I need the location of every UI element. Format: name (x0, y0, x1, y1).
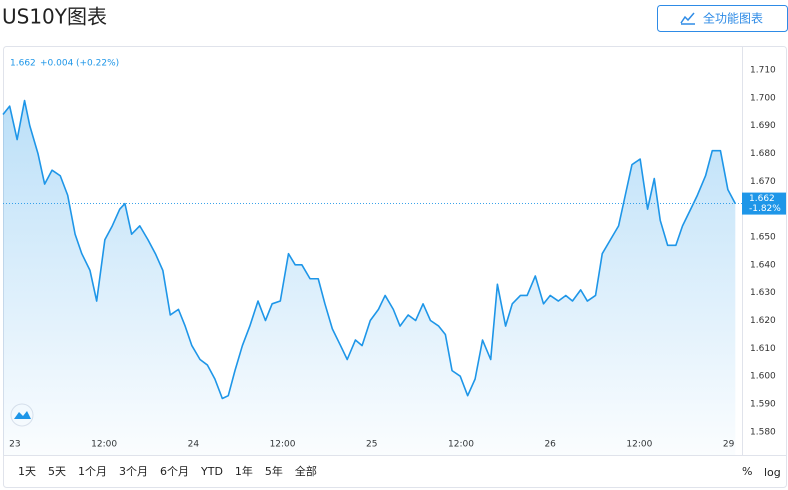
y-tick-label: 1.620 (750, 316, 776, 326)
range-button[interactable]: 1个月 (78, 465, 107, 478)
quote-last: 1.662 (10, 59, 36, 69)
range-button[interactable]: 5天 (48, 465, 66, 478)
range-button[interactable]: 1天 (18, 465, 36, 478)
y-tick-label: 1.670 (750, 177, 776, 187)
quote-change: +0.004 (40, 59, 74, 69)
line (2, 99, 737, 400)
y-tick-label: 1.610 (750, 344, 776, 354)
price-tag (742, 192, 786, 215)
title: US10Y图表 (2, 5, 107, 29)
range-button[interactable]: 5年 (265, 464, 283, 478)
quote-change-percent: (+0.22%) (76, 59, 119, 69)
y-tick-label: 1.710 (750, 65, 776, 75)
button-icon[interactable] (680, 12, 695, 25)
price-tag-change: -1.82% (749, 204, 781, 214)
y-tick-label: 1.630 (750, 288, 776, 298)
price-tag-value: 1.662 (749, 194, 775, 204)
range-button[interactable]: 全部 (295, 464, 317, 478)
area (3, 100, 736, 455)
range-button[interactable]: 6个月 (160, 465, 189, 478)
full-chart-button[interactable]: 全功能图表 (657, 5, 788, 32)
range-button[interactable]: 1年 (235, 464, 253, 478)
percent-toggle[interactable]: % (742, 465, 752, 478)
y-tick-label: 1.580 (750, 427, 776, 437)
y-tick-label: 1.690 (750, 121, 776, 131)
button-label[interactable]: 全功能图表 (703, 11, 763, 26)
range-button[interactable]: YTD (200, 465, 223, 478)
y-tick-label: 1.650 (750, 232, 776, 242)
range-button[interactable]: 3个月 (119, 465, 148, 478)
y-tick-label: 1.640 (750, 260, 776, 270)
y-tick-label: 1.600 (750, 372, 776, 382)
y-tick-label: 1.590 (750, 400, 776, 410)
log-toggle[interactable]: log (764, 466, 781, 479)
y-tick-label: 1.700 (750, 93, 776, 103)
y-tick-label: 1.680 (750, 149, 776, 159)
